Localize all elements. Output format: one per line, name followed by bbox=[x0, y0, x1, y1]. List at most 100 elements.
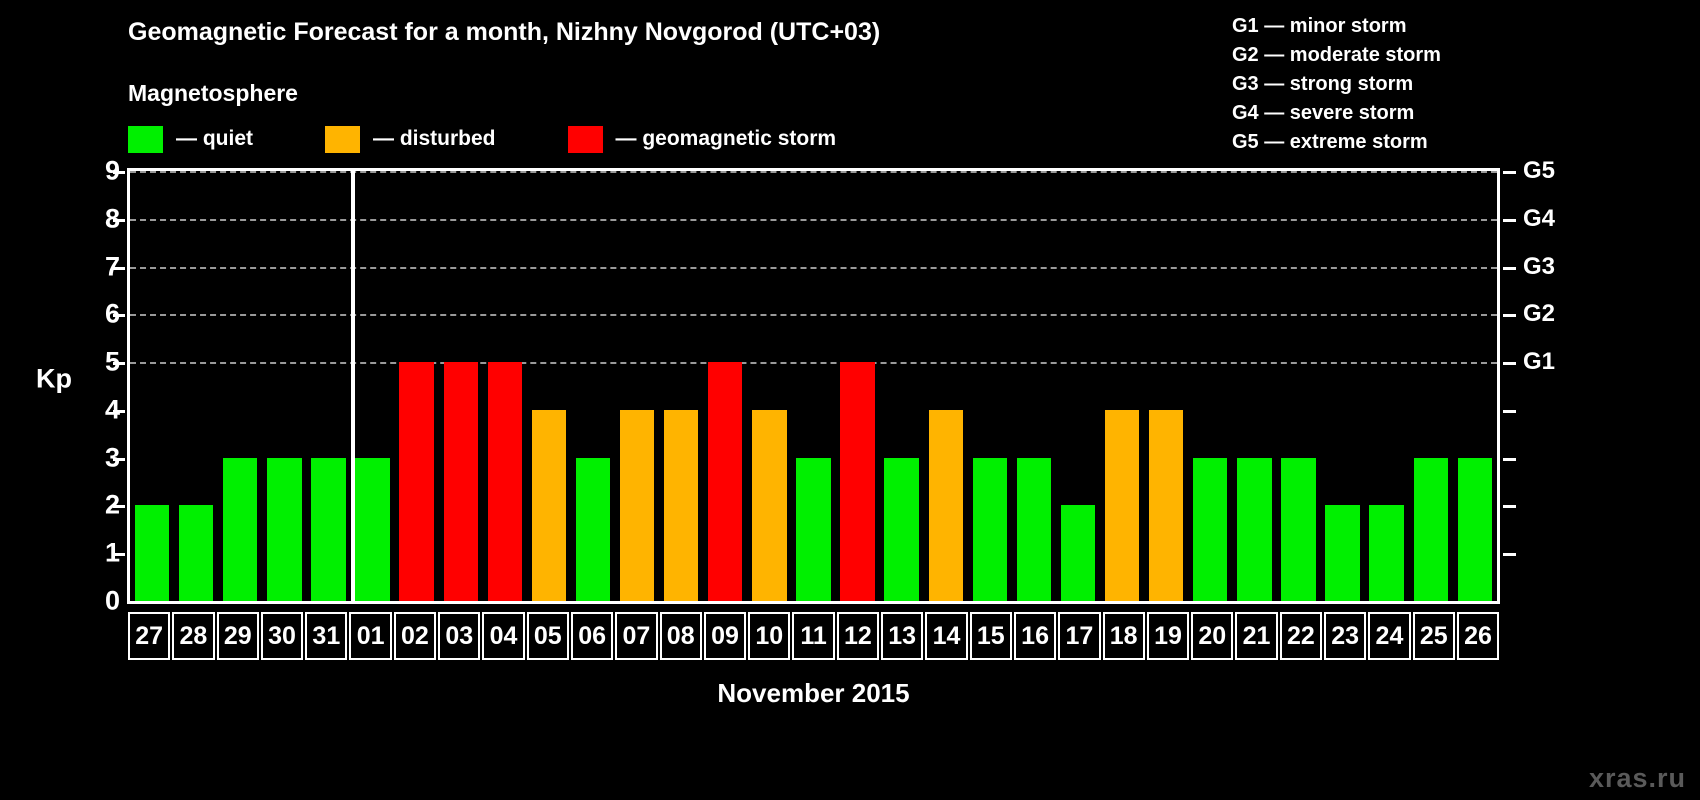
g-tick-mark bbox=[1503, 218, 1516, 222]
bar-slot[interactable] bbox=[439, 171, 483, 601]
day-label-05[interactable]: 05 bbox=[526, 612, 569, 660]
bar-slot[interactable] bbox=[968, 171, 1012, 601]
day-label-27[interactable]: 27 bbox=[128, 612, 171, 660]
bar-day-20[interactable] bbox=[1193, 457, 1228, 601]
day-label-09[interactable]: 09 bbox=[703, 612, 747, 660]
kp-tick-mark bbox=[113, 409, 125, 413]
bar-slot[interactable] bbox=[174, 171, 218, 601]
bar-slot[interactable] bbox=[880, 171, 924, 601]
day-label-11[interactable]: 11 bbox=[792, 612, 835, 660]
day-label-23[interactable]: 23 bbox=[1324, 612, 1367, 660]
bar-slot[interactable] bbox=[1232, 171, 1276, 601]
day-label-03[interactable]: 03 bbox=[438, 612, 481, 660]
day-label-31[interactable]: 31 bbox=[305, 612, 348, 660]
day-label-20[interactable]: 20 bbox=[1191, 612, 1234, 660]
day-label-15[interactable]: 15 bbox=[969, 612, 1012, 660]
bar-slot[interactable] bbox=[1276, 171, 1320, 601]
bar-slot[interactable] bbox=[1144, 171, 1188, 601]
bar-day-13[interactable] bbox=[884, 457, 919, 601]
bar-day-06[interactable] bbox=[575, 457, 611, 601]
bar-slot[interactable] bbox=[615, 171, 659, 601]
day-label-22[interactable]: 22 bbox=[1279, 612, 1323, 660]
bar-day-12[interactable] bbox=[840, 362, 875, 601]
day-label-07[interactable]: 07 bbox=[615, 612, 658, 660]
bar-slot[interactable] bbox=[218, 171, 262, 601]
day-label-10[interactable]: 10 bbox=[748, 612, 791, 660]
bar-slot[interactable] bbox=[306, 171, 350, 601]
kp-tick-label: 4 bbox=[104, 394, 120, 425]
day-label-13[interactable]: 13 bbox=[881, 612, 924, 660]
bar-day-09[interactable] bbox=[708, 362, 743, 601]
bar-slot[interactable] bbox=[747, 171, 791, 601]
bar-slot[interactable] bbox=[527, 171, 571, 601]
bar-slot[interactable] bbox=[1321, 171, 1365, 601]
day-label-26[interactable]: 26 bbox=[1456, 612, 1500, 660]
day-label-19[interactable]: 19 bbox=[1146, 612, 1190, 660]
day-label-16[interactable]: 16 bbox=[1013, 612, 1057, 660]
day-label-04[interactable]: 04 bbox=[482, 612, 525, 660]
bar-slot[interactable] bbox=[1409, 171, 1453, 601]
bar-slot[interactable] bbox=[791, 171, 835, 601]
bar-slot[interactable] bbox=[350, 171, 394, 601]
day-label-21[interactable]: 21 bbox=[1235, 612, 1278, 660]
day-label-18[interactable]: 18 bbox=[1102, 612, 1145, 660]
bar-slot[interactable] bbox=[659, 171, 703, 601]
bar-day-31[interactable] bbox=[311, 457, 346, 601]
bar-slot[interactable] bbox=[703, 171, 747, 601]
day-label-29[interactable]: 29 bbox=[216, 612, 259, 660]
bar-slot[interactable] bbox=[571, 171, 615, 601]
bar-slot[interactable] bbox=[836, 171, 880, 601]
bar-slot[interactable] bbox=[1100, 171, 1144, 601]
bar-day-17[interactable] bbox=[1060, 505, 1096, 601]
bar-day-10[interactable] bbox=[752, 409, 787, 601]
bar-slot[interactable] bbox=[1056, 171, 1100, 601]
day-label-08[interactable]: 08 bbox=[659, 612, 702, 660]
bar-slot[interactable] bbox=[1365, 171, 1409, 601]
day-label-12[interactable]: 12 bbox=[836, 612, 880, 660]
bar-day-08[interactable] bbox=[663, 409, 699, 601]
bar-day-03[interactable] bbox=[443, 362, 478, 601]
day-label-17[interactable]: 17 bbox=[1058, 612, 1101, 660]
day-label-01[interactable]: 01 bbox=[349, 612, 392, 660]
bar-day-30[interactable] bbox=[267, 457, 302, 601]
legend-label-disturbed: — disturbed bbox=[373, 127, 496, 150]
bar-day-18[interactable] bbox=[1104, 409, 1140, 601]
bar-day-23[interactable] bbox=[1325, 505, 1360, 601]
bar-slot[interactable] bbox=[924, 171, 968, 601]
day-label-24[interactable]: 24 bbox=[1368, 612, 1411, 660]
bar-day-04[interactable] bbox=[487, 362, 522, 601]
bar-day-24[interactable] bbox=[1369, 505, 1404, 601]
bar-day-07[interactable] bbox=[619, 409, 655, 601]
bar-day-29[interactable] bbox=[223, 457, 258, 601]
bar-slot[interactable] bbox=[130, 171, 174, 601]
bar-day-16[interactable] bbox=[1016, 457, 1052, 601]
bar-day-21[interactable] bbox=[1237, 457, 1272, 601]
day-label-30[interactable]: 30 bbox=[260, 612, 304, 660]
bar-slot[interactable] bbox=[395, 171, 439, 601]
bar-slot[interactable] bbox=[1012, 171, 1056, 601]
bar-slot[interactable] bbox=[1453, 171, 1497, 601]
bar-day-19[interactable] bbox=[1149, 409, 1184, 601]
day-label-02[interactable]: 02 bbox=[393, 612, 437, 660]
kp-tick-label: 5 bbox=[104, 346, 120, 377]
bar-day-02[interactable] bbox=[399, 362, 434, 601]
bar-slot[interactable] bbox=[483, 171, 527, 601]
day-label-14[interactable]: 14 bbox=[925, 612, 968, 660]
kp-tick-label: 2 bbox=[104, 489, 120, 520]
bar-day-05[interactable] bbox=[531, 409, 567, 601]
day-label-25[interactable]: 25 bbox=[1412, 612, 1455, 660]
bar-slot[interactable] bbox=[1188, 171, 1232, 601]
bar-day-15[interactable] bbox=[972, 457, 1008, 601]
bar-day-28[interactable] bbox=[178, 505, 214, 601]
bar-day-27[interactable] bbox=[134, 505, 170, 601]
bar-day-26[interactable] bbox=[1457, 457, 1493, 601]
bar-day-01[interactable] bbox=[355, 457, 390, 601]
day-label-06[interactable]: 06 bbox=[570, 612, 614, 660]
watermark: xras.ru bbox=[1588, 763, 1686, 793]
bar-day-11[interactable] bbox=[796, 457, 831, 601]
bar-day-25[interactable] bbox=[1413, 457, 1448, 601]
bar-day-14[interactable] bbox=[928, 409, 963, 601]
day-label-28[interactable]: 28 bbox=[172, 612, 215, 660]
bar-slot[interactable] bbox=[262, 171, 306, 601]
bar-day-22[interactable] bbox=[1281, 457, 1316, 601]
